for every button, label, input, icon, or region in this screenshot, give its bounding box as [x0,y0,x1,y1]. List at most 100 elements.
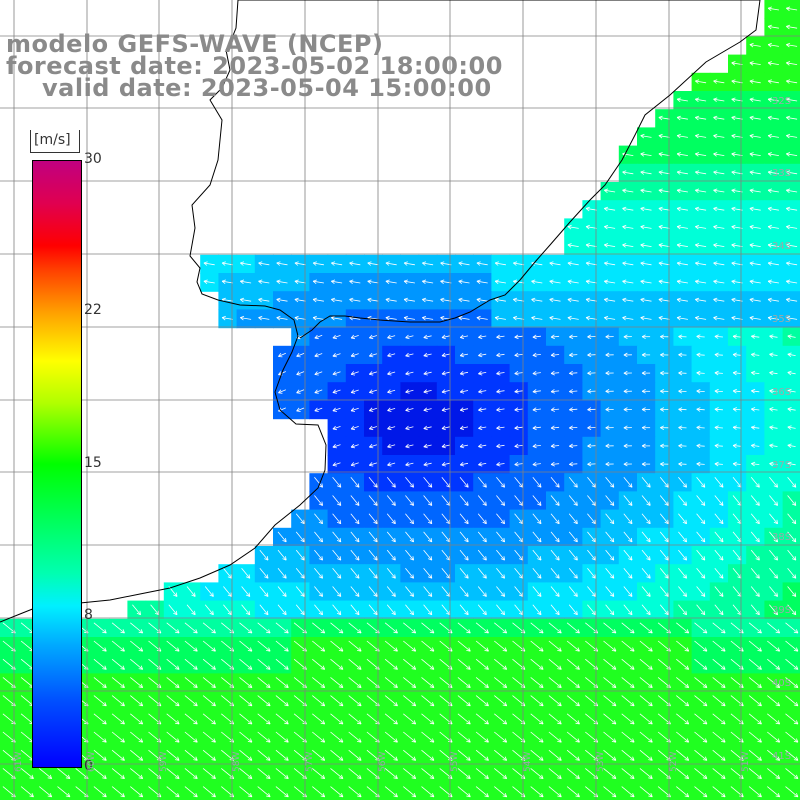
wind-arrow [551,408,560,411]
wind-arrow-head [367,299,372,303]
wind-arrow-head [231,774,235,779]
wind-arrow-head [278,371,282,375]
wind-arrow-head [591,503,596,506]
wind-arrow [496,477,505,488]
wind-arrow-head [678,461,683,465]
wind-arrow-head [696,425,701,428]
wind-arrow [768,117,779,120]
wind-arrow-head [676,208,681,212]
wind-arrow-head [338,722,343,725]
lon-label: 53W [596,751,606,772]
wind-arrow-head [755,558,760,561]
wind-arrow [787,463,796,466]
wind-arrow [658,299,670,302]
wind-arrow-head [604,315,609,318]
wind-arrow [312,658,325,670]
wind-arrow [457,677,471,688]
wind-arrow-head [731,188,736,191]
wind-arrow-head [504,720,508,725]
wind-arrow-head [705,665,708,670]
wind-arrow [93,731,107,743]
wind-arrow-head [193,741,198,743]
wind-arrow [478,444,487,447]
wind-arrow [550,495,560,506]
wind-arrow [348,622,362,634]
wind-arrow [639,713,653,725]
wind-arrow-head [550,389,555,393]
wind-arrow-head [576,483,578,488]
wind-arrow-head [338,668,343,670]
wind-arrow [166,640,180,652]
wind-arrow [532,549,542,561]
wind-arrow-head [122,665,125,670]
wind-arrow-head [732,388,737,392]
wind-arrow [496,549,505,561]
wind-arrow-head [731,244,736,248]
wind-arrow-head [695,152,700,155]
wind-arrow-head [793,686,798,688]
wind-arrow [478,408,487,411]
wind-arrow-head [539,501,542,506]
wind-arrow-head [191,594,196,597]
wind-arrow-head [678,389,683,392]
wind-arrow-head [458,262,463,266]
wind-arrow-head [375,741,380,743]
wind-arrow-head [569,425,573,429]
wind-arrow-head [285,556,287,561]
wind-arrow-head [268,683,271,688]
wind-arrow-head [476,315,481,318]
wind-arrow-head [429,777,434,779]
wind-arrow-head [413,720,417,725]
wind-arrow [257,786,271,798]
wind-arrow-head [786,243,791,246]
wind-arrow-head [264,576,269,579]
wind-arrow-head [250,792,253,797]
wind-arrow-head [332,371,336,375]
wind-arrow [384,622,398,634]
wind-arrow-head [393,777,398,779]
wind-arrow [604,262,616,266]
wind-arrow-head [773,576,778,579]
wind-arrow-head [559,629,562,634]
wind-arrow-head [585,279,590,282]
wind-arrow-head [702,704,707,707]
wind-arrow-head [195,701,198,706]
wind-arrow [566,658,580,670]
lat-label: 40S [772,678,792,689]
wind-arrow [496,426,505,429]
wind-arrow-head [177,701,180,706]
wind-arrow-head [767,317,772,321]
wind-arrow-head [193,650,198,652]
wind-arrow [622,317,634,320]
wind-arrow-head [585,206,590,209]
wind-arrow-head [422,279,427,282]
wind-arrow-head [685,610,687,615]
wind-arrow-head [793,650,798,652]
wind-arrow-head [721,741,726,743]
wind-arrow-head [159,665,162,670]
wind-arrow [496,444,505,447]
wind-arrow-head [793,722,798,725]
wind-arrow-head [609,594,614,597]
wind-arrow-head [632,701,635,706]
wind-cell [309,782,329,800]
wind-arrow-head [485,537,487,542]
wind-arrow-head [591,540,596,543]
wind-arrow-head [577,629,580,634]
wind-arrow [657,749,671,761]
wind-arrow-head [769,370,774,373]
wind-arrow [496,408,505,411]
wind-arrow-head [247,759,252,761]
wind-arrow-head [336,612,341,616]
wind-arrow-head [276,297,281,300]
wind-cell [728,782,747,800]
wind-arrow-head [211,759,216,761]
wind-arrow [459,495,469,506]
wind-arrow-head [467,519,469,524]
wind-arrow-head [411,686,416,688]
wind-arrow [404,280,415,284]
wind-arrow [532,335,541,338]
wind-arrow-head [640,261,645,264]
wind-arrow-head [630,795,635,798]
